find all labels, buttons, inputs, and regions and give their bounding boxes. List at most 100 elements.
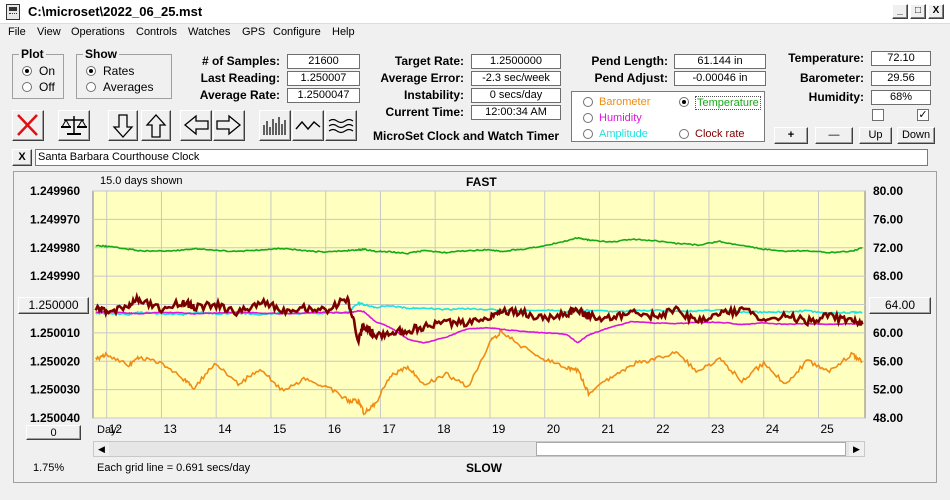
wave-graph-button[interactable] <box>325 110 357 141</box>
menu-help[interactable]: Help <box>332 26 355 38</box>
overlay-axis-tick: 56.00 <box>873 354 903 368</box>
arrow-right-icon <box>216 114 242 136</box>
overlay-axis-tick: 76.00 <box>873 212 903 226</box>
maximize-button[interactable]: □ <box>910 4 926 19</box>
last-reading-field: 1.250007 <box>287 71 360 86</box>
humidity-option: Humidity <box>599 112 642 124</box>
rate-axis-tick: 1.250020 <box>30 354 80 368</box>
scale-plus-button[interactable]: + <box>774 127 808 144</box>
temperature-option: Temperature <box>695 96 761 110</box>
menu-controls[interactable]: Controls <box>136 26 177 38</box>
arrow-down-icon <box>112 114 134 138</box>
day-tick-label: 19 <box>492 422 506 436</box>
rate-axis-tick: 1.250040 <box>30 411 80 425</box>
barometer-field: 29.56 <box>871 71 931 86</box>
minimize-button[interactable]: _ <box>892 4 908 19</box>
overlay-select-box: Barometer Temperature Humidity Amplitude… <box>571 91 765 142</box>
menu-gps[interactable]: GPS <box>242 26 266 38</box>
series-line-temperature <box>95 236 863 255</box>
amplitude-option: Amplitude <box>599 128 648 140</box>
center-rate-button[interactable]: 1.250000 <box>18 297 89 314</box>
series-line-clock-rate <box>94 291 864 347</box>
day-tick-label: 14 <box>218 422 232 436</box>
app-caption: MicroSet Clock and Watch Timer <box>373 129 560 143</box>
bar-graph-button[interactable] <box>259 110 291 141</box>
clock-rate-radio[interactable] <box>679 129 689 139</box>
overlay-axis-tick: 80.00 <box>873 184 903 198</box>
amplitude-radio[interactable] <box>583 129 593 139</box>
show-rates-label: Rates <box>103 64 135 78</box>
scroll-down-button[interactable]: Down <box>897 127 935 144</box>
clock-name-input[interactable]: Santa Barbara Courthouse Clock <box>35 149 928 166</box>
menu-operations[interactable]: Operations <box>71 26 125 38</box>
plot-off-radio[interactable] <box>22 82 32 92</box>
right-checkbox[interactable]: ✓ <box>917 109 929 121</box>
clear-data-button[interactable] <box>12 110 44 141</box>
arrow-left-icon <box>183 114 209 136</box>
arrow-up-button[interactable] <box>141 110 171 141</box>
days-shown-label: 15.0 days shown <box>100 175 183 187</box>
show-averages-radio[interactable] <box>86 82 96 92</box>
last-reading-label: Last Reading: <box>200 71 280 85</box>
arrow-right-button[interactable] <box>213 110 245 141</box>
clear-name-button[interactable]: X <box>12 149 32 166</box>
barometer-option: Barometer <box>599 96 651 108</box>
humidity-field: 68% <box>871 90 931 105</box>
line-graph-button[interactable] <box>292 110 324 141</box>
app-icon[interactable] <box>6 4 20 20</box>
plot-off-label: Off <box>39 80 55 94</box>
overlay-axis-tick: 52.00 <box>873 383 903 397</box>
center-overlay-button[interactable]: 64.00 <box>869 297 931 314</box>
target-rate-field[interactable]: 1.2500000 <box>471 54 561 69</box>
zero-button[interactable]: 0 <box>26 425 81 440</box>
show-group-title: Show <box>83 47 119 61</box>
pend-length-label: Pend Length: <box>591 54 668 68</box>
fast-label: FAST <box>466 175 497 189</box>
samples-field: 21600 <box>287 54 360 69</box>
title-bar: C:\microset\2022_06_25.mst _ □ X <box>0 0 950 24</box>
samples-label: # of Samples: <box>201 54 280 68</box>
day-tick-label: 24 <box>766 422 780 436</box>
plot-on-label: On <box>39 64 56 78</box>
arrow-up-icon <box>145 114 167 138</box>
scroll-up-button[interactable]: Up <box>859 127 892 144</box>
average-rate-field: 1.2500047 <box>287 88 360 103</box>
scroll-left-icon[interactable]: ◀ <box>94 442 109 456</box>
scale-minus-button[interactable]: — <box>815 127 853 144</box>
day-tick-label: 12 <box>109 422 123 436</box>
pend-length-field[interactable]: 61.144 in <box>674 54 766 69</box>
menu-view[interactable]: View <box>37 26 61 38</box>
horizontal-scrollbar[interactable]: ◀ ▶ <box>93 441 865 457</box>
menu-configure[interactable]: Configure <box>273 26 321 38</box>
day-tick-label: 17 <box>382 422 396 436</box>
show-rates-radio[interactable] <box>86 66 96 76</box>
current-time-field: 12:00:34 AM <box>471 105 561 120</box>
balance-button[interactable] <box>58 110 90 141</box>
left-checkbox[interactable] <box>872 109 884 121</box>
rate-axis-tick: 1.250030 <box>30 383 80 397</box>
plot-on-radio[interactable] <box>22 66 32 76</box>
arrow-left-button[interactable] <box>180 110 212 141</box>
menu-watches[interactable]: Watches <box>188 26 231 38</box>
arrow-down-button[interactable] <box>108 110 138 141</box>
overlay-axis-tick: 72.00 <box>873 241 903 255</box>
scroll-thumb[interactable] <box>536 442 846 456</box>
series-line-humidity <box>95 309 863 344</box>
temperature-radio[interactable] <box>679 97 689 107</box>
target-rate-label: Target Rate: <box>394 54 464 68</box>
day-tick-label: 22 <box>656 422 670 436</box>
humidity-radio[interactable] <box>583 113 593 123</box>
temperature-field: 72.10 <box>871 51 931 66</box>
plot-group: Plot On Off <box>12 47 64 99</box>
day-tick-label: 15 <box>273 422 287 436</box>
overlay-axis-tick: 68.00 <box>873 269 903 283</box>
day-tick-label: 23 <box>711 422 725 436</box>
menu-file[interactable]: File <box>8 26 26 38</box>
close-button[interactable]: X <box>928 4 944 19</box>
percent-readout: 1.75% <box>33 462 65 474</box>
rate-axis-tick: 1.249990 <box>30 269 80 283</box>
barometer-radio[interactable] <box>583 97 593 107</box>
scroll-right-icon[interactable]: ▶ <box>849 442 864 456</box>
line-graph-icon <box>295 120 321 131</box>
